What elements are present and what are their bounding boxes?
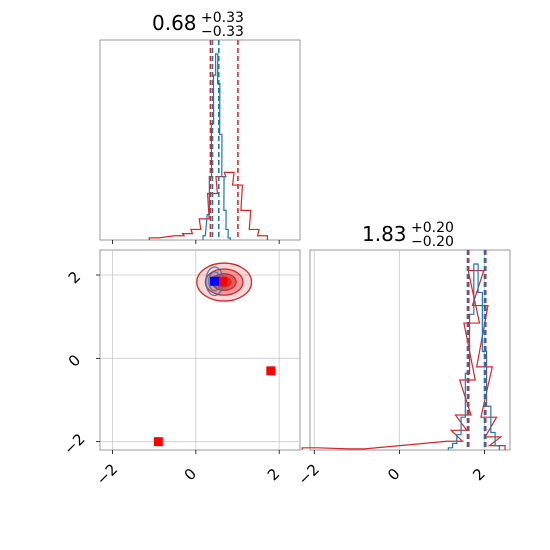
red-outlier-marker-1 [153,437,163,447]
title-x0: 0.68 +0.33 −0.33 [152,10,244,40]
title-x1: 1.83 +0.20 −0.20 [362,220,454,250]
hist-x1-blue-line [447,263,500,450]
grid-layer [100,250,485,450]
title-x0-value: 0.68 [152,11,197,35]
title-x0-minus: −0.33 [201,24,244,40]
blue-peak-marker [210,276,220,286]
hist-x0-frame [99,39,301,241]
title-x1-minus: −0.20 [411,234,454,250]
red-outlier-marker-0 [266,366,276,376]
hist-x1-frame [309,249,511,451]
red-peak-marker [218,276,228,286]
hist-x0-blue-line [202,53,231,240]
title-x0-plus: +0.33 [201,10,244,26]
hist-x1-layer [301,250,506,450]
hist-x0-layer [148,40,269,240]
title-x1-plus: +0.20 [411,220,454,236]
hist-x0-red-line [148,171,269,240]
scatter-layer [153,262,276,447]
scatter-frame [99,249,301,451]
title-x1-value: 1.83 [362,222,407,246]
